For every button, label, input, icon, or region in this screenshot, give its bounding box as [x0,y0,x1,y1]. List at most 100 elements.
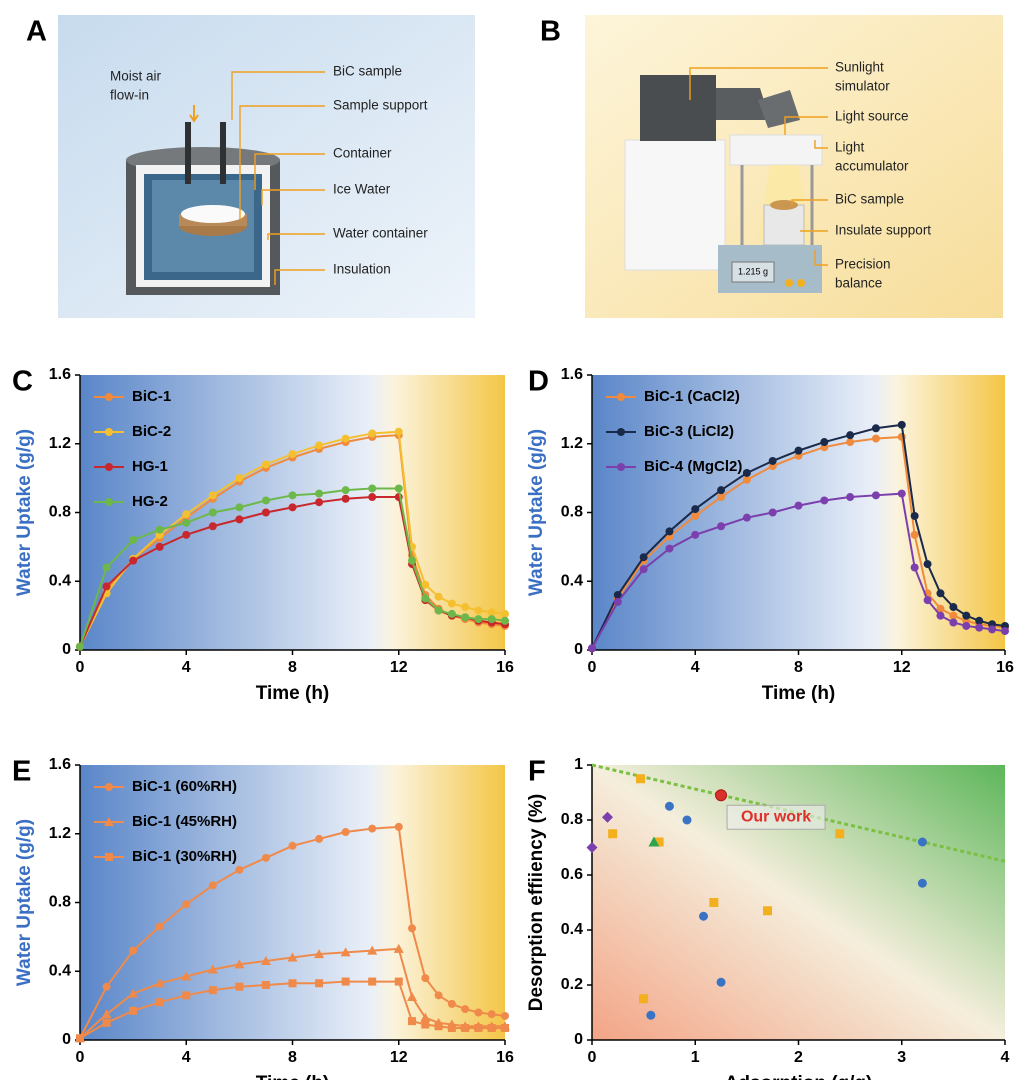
marker [367,945,378,955]
x-axis-label: Time (h) [256,1073,330,1080]
x-tick-label: 0 [588,659,597,676]
diagram-label: balance [835,276,882,291]
marker [917,878,927,888]
marker [421,594,430,603]
diagram-label: BiC sample [835,192,904,207]
marker [368,824,377,833]
diagram-b [585,15,1003,318]
marker [699,911,709,921]
marker [936,589,945,598]
marker [461,1005,470,1014]
diagram-a [58,15,475,318]
y-tick-label: 1.6 [49,756,71,773]
marker [155,542,164,551]
x-tick-label: 3 [897,1049,906,1066]
marker [742,513,751,522]
marker [975,623,984,632]
marker [962,621,971,630]
marker [501,609,509,618]
marker [155,998,164,1007]
marker [340,947,351,957]
marker [717,493,726,502]
x-tick-label: 16 [496,659,514,676]
marker [394,977,403,986]
marker [408,1017,417,1026]
marker [474,615,483,624]
marker [128,988,139,998]
marker [394,484,403,493]
marker [461,613,470,622]
marker [341,486,350,495]
marker [608,829,618,839]
marker [102,582,111,591]
marker [129,1006,138,1015]
marker [917,837,927,847]
marker [261,853,270,862]
marker [794,446,803,455]
marker [315,834,324,843]
marker [102,563,111,572]
marker [105,428,113,436]
panel-label: E [12,756,31,788]
marker [182,510,191,519]
marker [910,511,919,520]
marker [104,817,114,826]
marker [447,999,456,1008]
marker [646,1010,656,1020]
y-tick-label: 0.4 [49,962,71,979]
marker [501,1023,509,1032]
marker [820,438,829,447]
marker [434,606,443,615]
y-axis-label: Water Uptake (g/g) [14,429,35,596]
marker [76,642,84,651]
y-tick-label: 0.4 [561,921,583,938]
y-tick-label: 0.4 [49,572,71,589]
legend-label: BiC-1 (45%RH) [132,813,237,830]
marker [182,518,191,527]
marker [962,611,971,620]
marker [235,865,244,874]
marker [129,556,138,565]
diagram-label: Insulation [333,262,391,277]
marker [910,563,919,572]
marker [1001,627,1009,636]
marker [235,503,244,512]
marker [975,616,984,625]
marker [447,599,456,608]
y-tick-label: 0.6 [561,866,583,883]
marker [768,456,777,465]
marker [586,842,598,853]
marker [820,496,829,505]
x-tick-label: 8 [794,659,803,676]
diagram-label: Moist air [110,69,162,84]
diagram-label: Ice Water [333,182,391,197]
marker [601,811,613,823]
marker [716,977,726,987]
diagram-label: Precision [835,257,891,272]
panel-label: A [26,16,47,48]
marker [665,527,674,536]
marker [434,991,443,1000]
marker [235,474,244,483]
marker [763,906,773,916]
marker [871,434,880,443]
marker [501,1011,509,1020]
x-tick-label: 0 [76,659,85,676]
marker [742,475,751,484]
marker [636,774,646,784]
marker [665,544,674,553]
marker [235,515,244,524]
marker [101,1009,112,1019]
y-tick-label: 1.2 [561,435,583,452]
marker [639,994,649,1004]
marker [105,498,113,506]
x-axis-label: Time (h) [762,683,836,704]
x-tick-label: 4 [182,1049,191,1066]
diagram-label: simulator [835,79,890,94]
marker [936,611,945,620]
marker [368,484,377,493]
plot-background [80,765,505,1040]
marker [234,959,245,969]
marker [487,1010,496,1019]
marker [315,979,324,988]
